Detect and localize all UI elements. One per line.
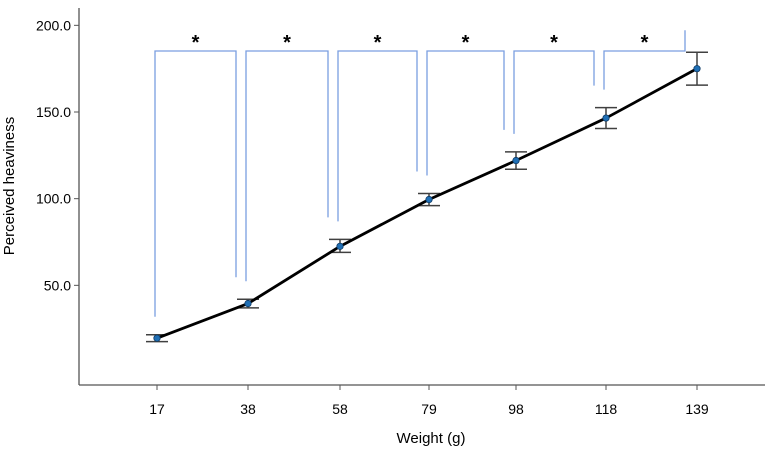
data-point [336,242,344,250]
data-point [425,195,433,204]
x-tick-label: 79 [421,401,437,417]
tick-labels: 50.0 100.0 150.0 200.0 17 38 58 79 98 118 139 [36,17,709,417]
x-tick-label: 98 [508,401,524,417]
x-tick-label: 38 [240,401,256,417]
x-tick-label: 58 [332,401,348,417]
significance-star: * [641,32,649,54]
y-tick-label: 200.0 [36,17,71,33]
significance-bracket [426,50,505,176]
significance-bracket [245,50,329,282]
x-tick-label: 139 [685,401,709,417]
data-point [693,65,701,73]
x-axis-title: Weight (g) [397,430,466,447]
y-axis-title: Perceived heaviness [1,117,18,255]
y-tick-label: 100.0 [36,191,71,207]
significance-bracket [603,30,686,90]
significance-star: * [550,32,558,54]
data-point [512,156,520,165]
significance-bracket [337,50,418,222]
significance-brackets: * * * * * * [154,30,686,317]
significance-bracket [513,50,595,134]
significance-star: * [462,32,470,54]
x-tick-label: 17 [149,401,165,417]
data-point [244,299,252,308]
y-tick-label: 50.0 [44,277,71,293]
significance-bracket [154,50,237,317]
significance-star: * [374,32,382,54]
series-line [153,65,701,342]
significance-star: * [192,32,200,54]
significance-star: * [283,32,291,54]
data-point [153,334,161,342]
x-tick-label: 118 [595,401,618,417]
data-point [602,114,610,122]
axes [74,8,765,390]
y-tick-label: 150.0 [36,104,71,120]
